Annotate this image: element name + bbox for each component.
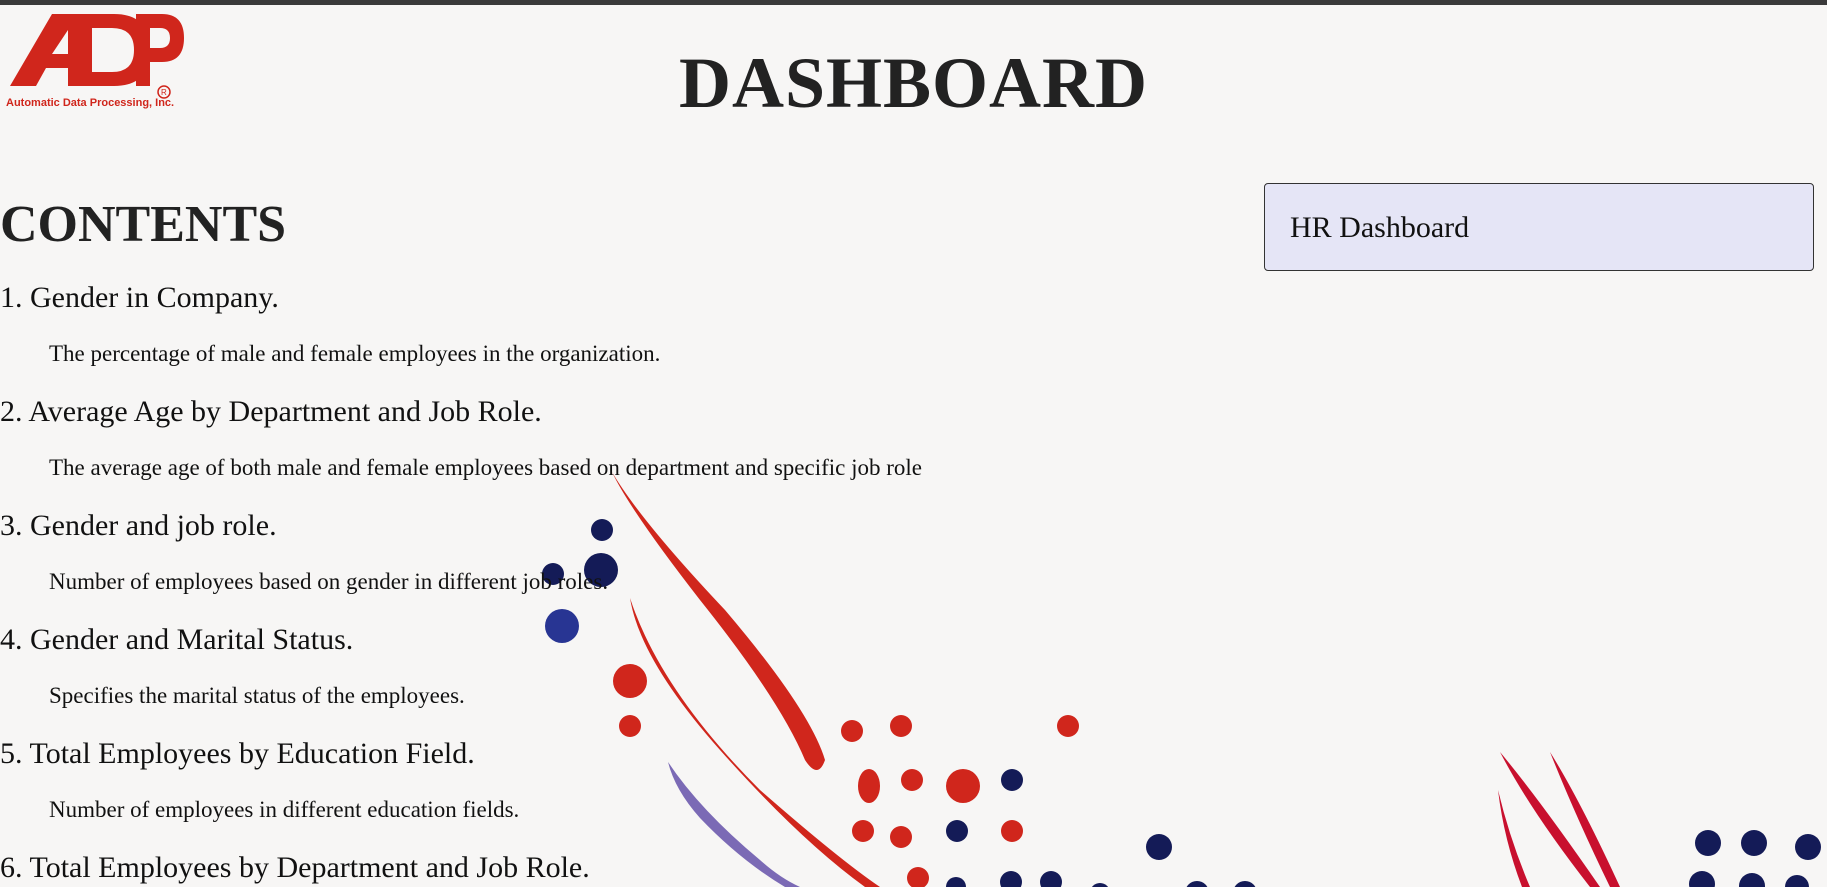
page-title: DASHBOARD — [678, 43, 1149, 123]
hr-dashboard-button[interactable]: HR Dashboard — [1264, 183, 1814, 271]
contents-item-4-title: 4. Gender and Marital Status. — [0, 623, 354, 656]
window-top-border — [0, 0, 1827, 5]
contents-item-5-description: Number of employees in different educati… — [49, 797, 520, 822]
contents-item-4-description: Specifies the marital status of the empl… — [49, 683, 465, 708]
contents-heading: CONTENTS — [0, 196, 287, 253]
contents-item-1-title: 1. Gender in Company. — [0, 281, 279, 314]
adp-logo-icon: R — [10, 14, 184, 99]
logo-caption: Automatic Data Processing, Inc. — [6, 97, 175, 109]
contents-item-2-description: The average age of both male and female … — [49, 455, 922, 480]
contents-item-1-description: The percentage of male and female employ… — [49, 341, 661, 366]
contents-item-3-description: Number of employees based on gender in d… — [49, 569, 609, 594]
svg-text:R: R — [161, 88, 167, 97]
contents-item-5-title: 5. Total Employees by Education Field. — [0, 737, 475, 770]
hr-dashboard-label: HR Dashboard — [1290, 211, 1470, 244]
contents-item-6-title: 6. Total Employees by Department and Job… — [0, 851, 590, 884]
contents-item-3-title: 3. Gender and job role. — [0, 509, 277, 542]
contents-item-2-title: 2. Average Age by Department and Job Rol… — [0, 395, 542, 428]
